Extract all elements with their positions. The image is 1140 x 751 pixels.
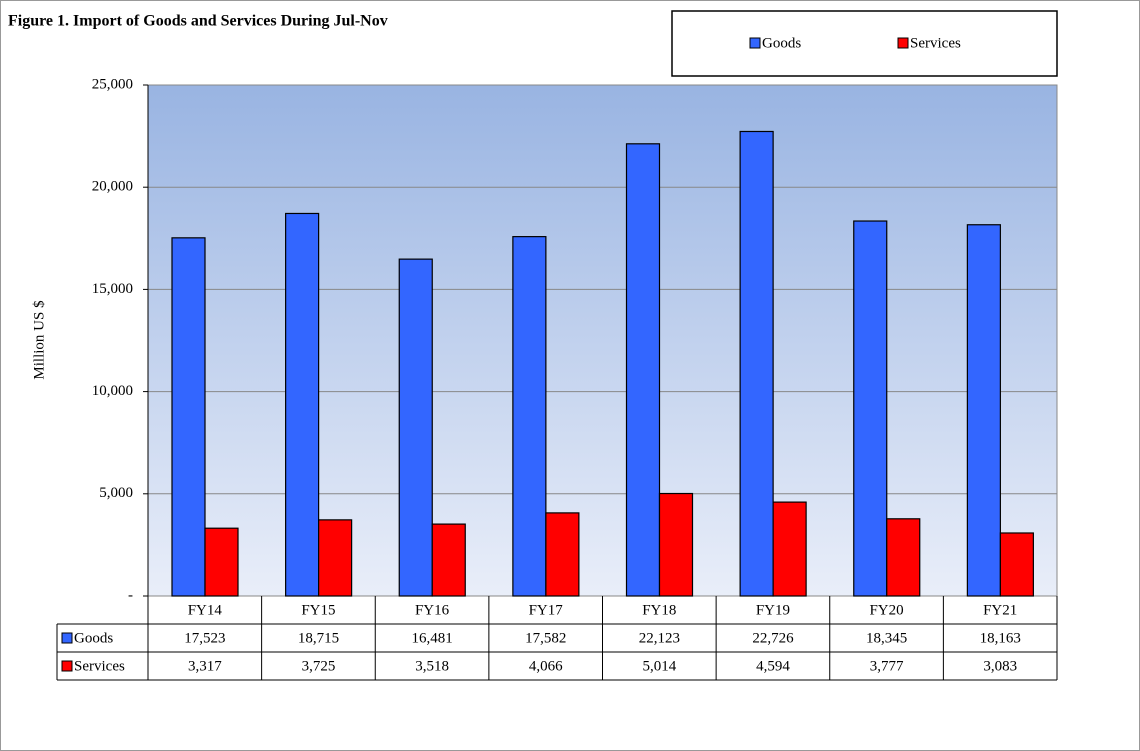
table-swatch	[61, 660, 73, 672]
table-value: 3,083	[983, 658, 1017, 674]
y-tick-label: 25,000	[92, 76, 133, 92]
legend-label: Services	[910, 35, 961, 51]
x-tick-label: FY19	[756, 602, 790, 618]
y-tick-label: 15,000	[92, 281, 133, 297]
y-tick-label: 20,000	[92, 179, 133, 195]
bar	[772, 501, 807, 597]
legend-swatch	[749, 37, 761, 49]
bar	[171, 237, 206, 597]
legend-swatch	[897, 37, 909, 49]
bar	[512, 236, 547, 597]
table-value: 18,345	[866, 630, 907, 646]
y-tick-label: 5,000	[99, 485, 133, 501]
y-tick-label: -	[128, 587, 133, 603]
table-value: 3,725	[302, 658, 336, 674]
bar	[318, 519, 353, 597]
bar	[545, 512, 580, 597]
x-tick-label: FY15	[301, 602, 335, 618]
bar	[431, 523, 466, 597]
table-value: 18,163	[980, 630, 1021, 646]
legend-label: Goods	[762, 35, 801, 51]
table-value: 18,715	[298, 630, 339, 646]
x-tick-label: FY18	[642, 602, 676, 618]
table-row-label: Goods	[74, 630, 113, 646]
table-value: 17,582	[525, 630, 566, 646]
table-swatch	[61, 632, 73, 644]
bar	[853, 220, 888, 597]
table-value: 3,777	[870, 658, 904, 674]
x-tick-label: FY21	[983, 602, 1017, 618]
x-tick-label: FY17	[529, 602, 564, 618]
x-tick-label: FY14	[188, 602, 223, 618]
bar	[966, 224, 1001, 597]
bar	[204, 527, 239, 597]
bar	[999, 532, 1034, 597]
bar	[886, 518, 921, 597]
bar	[398, 258, 433, 597]
y-tick-label: 10,000	[92, 383, 133, 399]
table-value: 3,317	[188, 658, 222, 674]
table-value: 5,014	[642, 658, 676, 674]
table-value: 16,481	[411, 630, 452, 646]
x-tick-label: FY16	[415, 602, 450, 618]
table-row-label: Services	[74, 658, 125, 674]
bar	[739, 130, 774, 597]
bar	[625, 143, 661, 597]
table-value: 4,594	[756, 658, 790, 674]
plot-area	[147, 84, 1058, 597]
table-value: 3,518	[415, 658, 449, 674]
table-value: 22,726	[752, 630, 794, 646]
bar	[658, 492, 694, 597]
bar	[285, 212, 320, 597]
chart-title: Figure 1. Import of Goods and Services D…	[8, 13, 388, 30]
legend-box	[671, 10, 1058, 77]
x-tick-label: FY20	[869, 602, 903, 618]
table-value: 22,123	[639, 630, 680, 646]
y-axis-label: Million US $	[31, 300, 47, 380]
table-value: 4,066	[529, 658, 563, 674]
table-value: 17,523	[184, 630, 225, 646]
